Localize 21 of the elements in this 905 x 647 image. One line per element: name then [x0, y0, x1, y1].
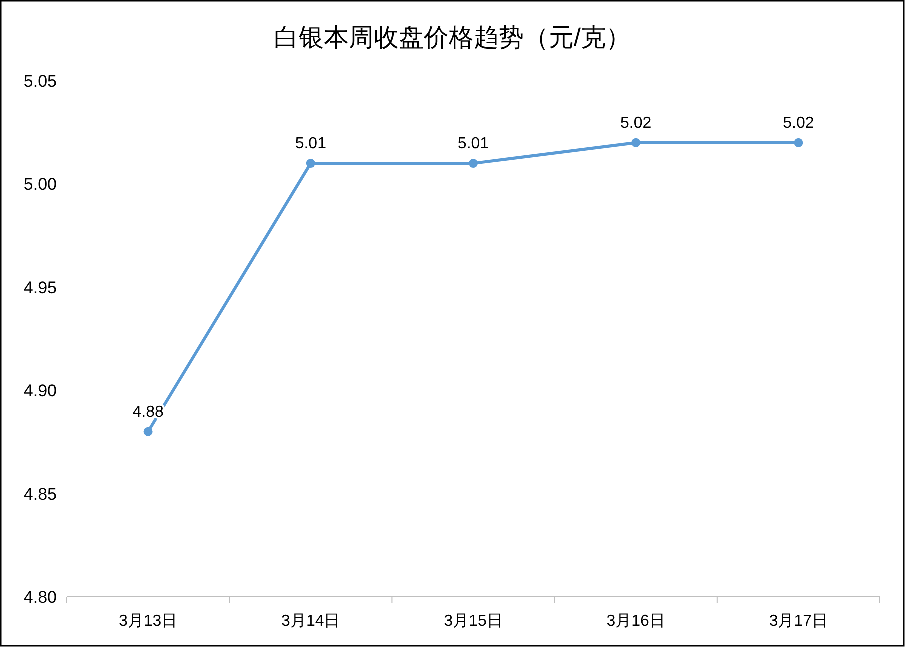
y-tick-label: 4.90 — [24, 382, 57, 401]
x-tick-label: 3月15日 — [444, 613, 503, 630]
data-label: 5.01 — [458, 136, 490, 153]
x-tick-label: 3月16日 — [606, 613, 666, 630]
data-label: 5.02 — [620, 114, 652, 132]
y-tick-label: 5.05 — [24, 72, 57, 91]
point — [469, 159, 478, 168]
point — [794, 138, 804, 148]
data-label: 5.02 — [783, 114, 814, 132]
point — [306, 159, 316, 168]
x-tick-label: 3月17日 — [769, 613, 828, 630]
x-tick-label: 3月13日 — [118, 613, 178, 630]
y-tick-label: 4.80 — [24, 588, 57, 607]
y-tick-label: 5.00 — [24, 175, 57, 194]
point — [632, 138, 641, 148]
y-tick-label: 4.95 — [24, 278, 57, 298]
data-label: 5.01 — [295, 136, 327, 153]
chart-title: 白银本周收盘价格趋势（元/克） — [274, 24, 631, 52]
point — [144, 427, 153, 436]
y-tick-label: 4.85 — [24, 484, 57, 504]
x-tick-label: 3月14日 — [282, 613, 340, 630]
